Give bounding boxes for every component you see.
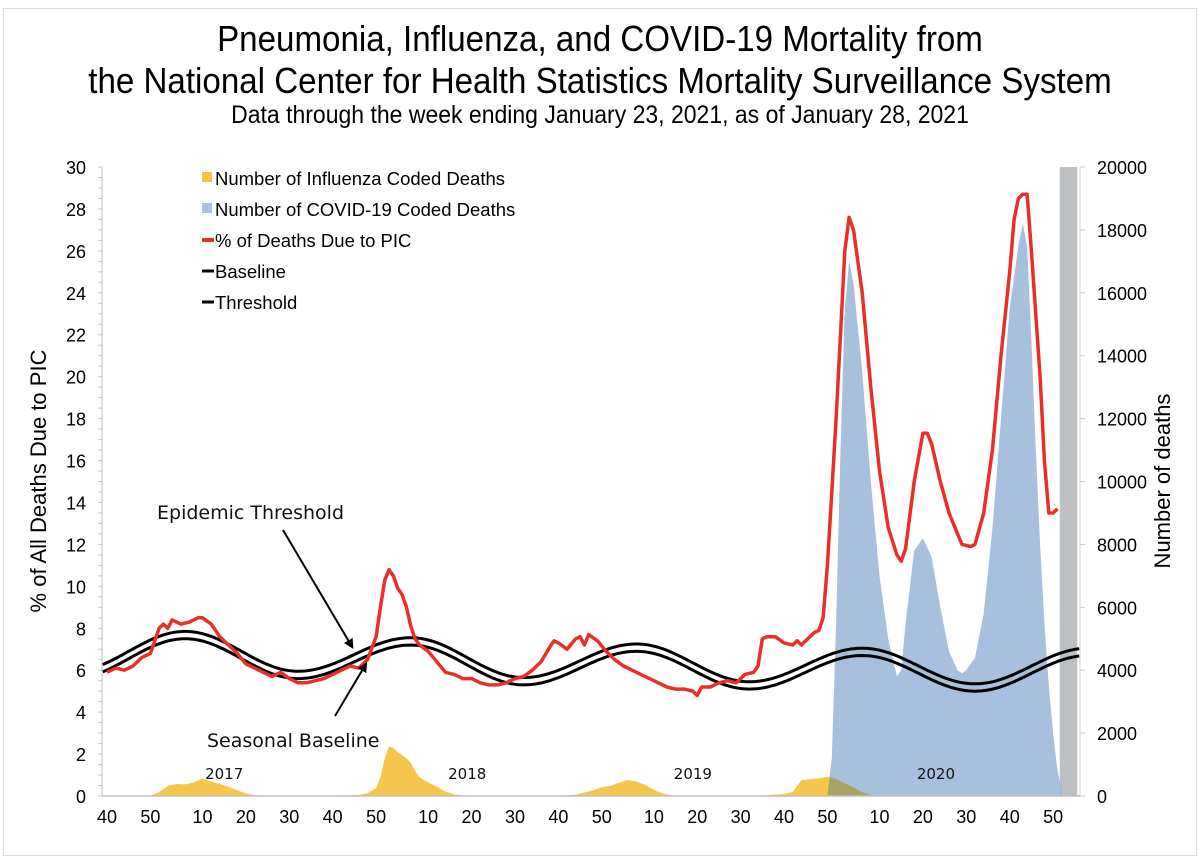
y-tick-label: 10 <box>66 577 86 597</box>
y2-tick-label: 20000 <box>1097 158 1147 178</box>
influenza-area-layer <box>107 746 1080 796</box>
epidemic-threshold-arrow <box>282 529 354 650</box>
x-tick-label: 20 <box>913 807 933 827</box>
y2-tick-label: 0 <box>1097 787 1107 807</box>
legend-label-influenza: Number of Influenza Coded Deaths <box>215 168 505 189</box>
chart-title-line1: Pneumonia, Influenza, and COVID-19 Morta… <box>217 18 983 59</box>
legend-label-threshold: Threshold <box>215 292 297 313</box>
pic-percent-line <box>106 192 1059 698</box>
year-label: 2017 <box>205 765 243 783</box>
x-tick-label: 50 <box>817 807 837 827</box>
shaded-region-layer <box>1059 167 1078 796</box>
y2-tick-label: 14000 <box>1097 347 1147 367</box>
y-tick-label: 20 <box>66 368 86 388</box>
legend-swatch-covid <box>202 203 212 213</box>
year-label: 2019 <box>674 765 712 783</box>
x-tick-labels: 40 50 10 20 30 40 50 10 20 30 40 50 10 20 30 40 50 10 20 30… <box>97 807 1063 827</box>
shaded-overlay-layer <box>1059 167 1078 796</box>
y2-tick-label: 4000 <box>1097 661 1137 681</box>
y-tick-label: 16 <box>66 452 86 472</box>
y-tick-label: 18 <box>66 410 86 430</box>
legend: Number of Influenza Coded Deaths Number o… <box>202 168 515 313</box>
x-tick-label: 20 <box>236 807 256 827</box>
x-tick-label: 30 <box>505 807 525 827</box>
y-tick-label: 24 <box>66 284 86 304</box>
x-tick-label: 40 <box>323 807 343 827</box>
y2-tick-label: 2000 <box>1097 724 1137 744</box>
y2-axis-label: Number of deaths <box>1150 394 1175 569</box>
year-labels: 2017 2018 2019 2020 <box>205 765 955 783</box>
x-tick-label: 30 <box>731 807 751 827</box>
legend-label-pic: % of Deaths Due to PIC <box>215 230 411 251</box>
shaded-overlay <box>1059 167 1078 796</box>
influenza-covid-overlap-area <box>107 746 1062 796</box>
y-tick-label: 2 <box>76 745 86 765</box>
x-tick-label: 50 <box>592 807 612 827</box>
x-tick-label: 50 <box>140 807 160 827</box>
threshold-line <box>102 629 1080 686</box>
epidemic-threshold-annotation: Epidemic Threshold <box>157 502 344 524</box>
year-label: 2020 <box>917 765 955 783</box>
figure-frame <box>3 8 1197 856</box>
y-tick-label: 6 <box>76 661 86 681</box>
line-layer <box>102 192 1080 698</box>
axes-layer <box>98 166 1085 797</box>
seasonal-baseline-arrow <box>334 661 368 717</box>
x-tick-label: 20 <box>462 807 482 827</box>
y-tick-label: 4 <box>76 703 86 723</box>
x-tick-label: 50 <box>1043 807 1063 827</box>
y-tick-label: 28 <box>66 200 86 220</box>
x-tick-label: 40 <box>1000 807 1020 827</box>
y-tick-label: 22 <box>66 326 86 346</box>
baseline-line <box>102 637 1080 693</box>
legend-label-covid: Number of COVID-19 Coded Deaths <box>215 199 515 220</box>
y-tick-label: 30 <box>66 158 86 178</box>
y2-tick-label: 6000 <box>1097 598 1137 618</box>
y2-tick-label: 8000 <box>1097 535 1137 555</box>
year-label: 2018 <box>448 765 486 783</box>
y-tick-label: 14 <box>66 493 86 513</box>
legend-swatch-influenza <box>202 172 212 182</box>
x-tick-label: 40 <box>548 807 568 827</box>
seasonal-baseline-annotation: Seasonal Baseline <box>207 730 379 752</box>
y-tick-label: 8 <box>76 619 86 639</box>
x-tick-label: 40 <box>774 807 794 827</box>
x-tick-label: 10 <box>644 807 664 827</box>
y2-tick-labels: 0 2000 4000 6000 8000 10000 12000 14000 16000 180… <box>1097 158 1147 807</box>
chart-title-line2: the National Center for Health Statistic… <box>88 60 1112 101</box>
annotations: Epidemic Threshold Seasonal Baseline <box>157 502 379 752</box>
x-tick-label: 10 <box>870 807 890 827</box>
x-tick-label: 40 <box>97 807 117 827</box>
x-tick-label: 50 <box>366 807 386 827</box>
x-tick-label: 30 <box>279 807 299 827</box>
x-tick-label: 10 <box>192 807 212 827</box>
x-tick-label: 10 <box>418 807 438 827</box>
y-axis-label: % of All Deaths Due to PIC <box>26 349 51 612</box>
y2-tick-label: 12000 <box>1097 410 1147 430</box>
x-tick-label: 30 <box>956 807 976 827</box>
shaded-incomplete-data-region <box>1059 167 1078 796</box>
y2-tick-label: 10000 <box>1097 473 1147 493</box>
covid-deaths-area <box>107 223 1062 797</box>
y-tick-label: 0 <box>76 787 86 807</box>
legend-label-baseline: Baseline <box>215 261 286 282</box>
y2-tick-label: 18000 <box>1097 221 1147 241</box>
y-tick-label: 26 <box>66 242 86 262</box>
covid-area-layer <box>107 223 1062 797</box>
chart-subtitle: Data through the week ending January 23,… <box>231 101 969 129</box>
y2-tick-label: 16000 <box>1097 284 1147 304</box>
x-tick-label: 20 <box>687 807 707 827</box>
y-tick-label: 12 <box>66 535 86 555</box>
